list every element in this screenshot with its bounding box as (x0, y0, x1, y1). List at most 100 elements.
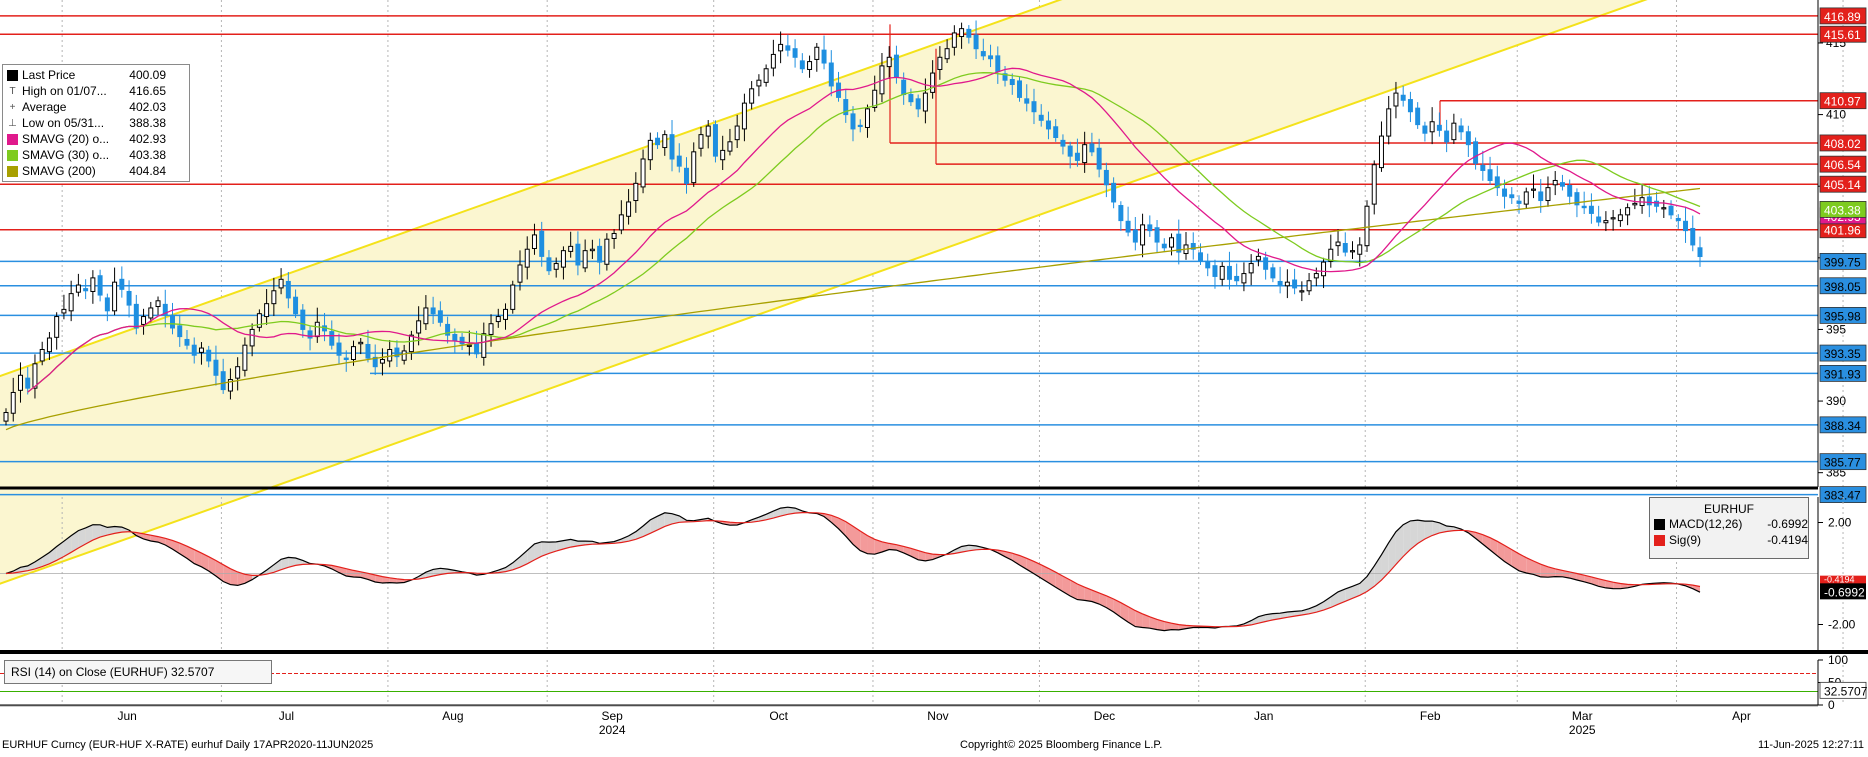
x-month-label: Jun (117, 709, 136, 723)
candle-body (1270, 267, 1276, 279)
x-month-label: Dec (1094, 709, 1115, 723)
channel-fill (0, 0, 1645, 584)
candle-body (1603, 220, 1609, 224)
legend-row: + Average 402.03 (3, 99, 189, 115)
candle-body (922, 92, 928, 112)
macd-fill (150, 535, 159, 543)
candle-body (1350, 250, 1356, 253)
candle-body (1255, 255, 1261, 261)
macd-fill (49, 546, 57, 564)
candle-body (1697, 247, 1703, 258)
macd-fill (1526, 557, 1534, 575)
price-y-tick-label: 395 (1826, 322, 1846, 336)
candle-body (285, 280, 291, 299)
candle-body (1154, 227, 1160, 243)
candle-body (988, 55, 994, 60)
candle-body (191, 344, 197, 356)
candle-body (408, 334, 414, 353)
macd-fill (1374, 554, 1382, 587)
x-year-label: 2024 (599, 723, 626, 737)
candle-body (604, 238, 610, 265)
macd-fill (1272, 613, 1281, 620)
macd-fill (1005, 551, 1013, 561)
macd-fill (874, 539, 882, 555)
sig-legend-name: Sig(9) (1669, 533, 1702, 547)
macd-fill (56, 541, 64, 561)
candle-body (495, 316, 501, 323)
candle-body (1610, 217, 1616, 220)
macd-fill (534, 541, 542, 560)
macd-fill (1280, 612, 1288, 619)
candle-body (1559, 182, 1565, 187)
macd-fill (519, 550, 528, 568)
sma200-line (5, 187, 1701, 431)
candle-body (1176, 233, 1182, 253)
candle-body (206, 349, 212, 362)
macd-fill (1142, 613, 1150, 629)
macd-fill (1265, 613, 1273, 622)
candle-body (1096, 147, 1102, 170)
legend-value: 403.38 (129, 148, 166, 162)
candle-body (1292, 279, 1298, 289)
rsi-y-tick-label: 0 (1828, 698, 1835, 712)
blue-level-label: 383.47 (1824, 489, 1861, 503)
blue-level-label: 391.93 (1824, 367, 1861, 381)
candle-body (908, 94, 914, 103)
candle-body (503, 308, 509, 320)
red-level-label: 401.96 (1824, 224, 1861, 238)
price-y-tick-label: 390 (1826, 394, 1846, 408)
macd-fill (1547, 566, 1556, 578)
macd-fill (867, 535, 875, 555)
candle-body (1118, 205, 1124, 222)
macd-fill (650, 516, 658, 534)
macd-fill (1482, 534, 1491, 551)
candle-body (466, 344, 472, 347)
candle-body (568, 245, 574, 252)
legend-swatch (7, 133, 18, 145)
candle-body (220, 371, 226, 391)
candle-body (452, 333, 458, 342)
candle-body (712, 124, 718, 157)
macd-fill (1417, 520, 1425, 544)
macd-fill (1598, 578, 1606, 588)
price-y-tick-label: 410 (1826, 108, 1846, 122)
candle-body (1545, 187, 1551, 202)
candle-body (640, 158, 646, 188)
candle-body (1415, 107, 1421, 126)
signal-line (5, 511, 1701, 628)
candle-body (1147, 224, 1153, 232)
blue-level-label: 388.34 (1824, 419, 1861, 433)
candle-body (430, 307, 436, 315)
macd-fill (925, 552, 933, 561)
x-month-label: Nov (927, 709, 948, 723)
candle-body (763, 68, 769, 83)
red-level-label: 415.61 (1824, 28, 1861, 42)
candle-body (170, 315, 175, 329)
candle-body (684, 167, 689, 184)
sig-current-label: -0.4194 (1824, 575, 1855, 585)
candle-body (1031, 101, 1037, 113)
macd-fill (556, 540, 564, 552)
candle-body (785, 45, 791, 51)
blue-level-label-box (1819, 365, 1867, 382)
candle-body (901, 79, 907, 96)
candle-body (1197, 252, 1203, 262)
macd-fill (1562, 570, 1570, 579)
candle-body (1487, 169, 1493, 181)
candle-body (459, 336, 465, 345)
candle-body (951, 32, 957, 48)
candle-body (1422, 125, 1428, 134)
red-level-label-box (1819, 25, 1867, 43)
macd-fill (92, 524, 101, 541)
candle-body (1161, 243, 1167, 249)
legend-name: SMAVG (20) o... (22, 132, 110, 146)
red-level-label-box (1819, 175, 1867, 193)
candle-body (213, 359, 219, 376)
candle-body (1103, 169, 1109, 186)
candle-body (242, 344, 248, 371)
candle-body (1429, 121, 1435, 133)
macd-fill (1388, 531, 1396, 573)
candle-body (68, 293, 74, 312)
macd-fill (194, 549, 202, 567)
candle-body (930, 72, 936, 93)
